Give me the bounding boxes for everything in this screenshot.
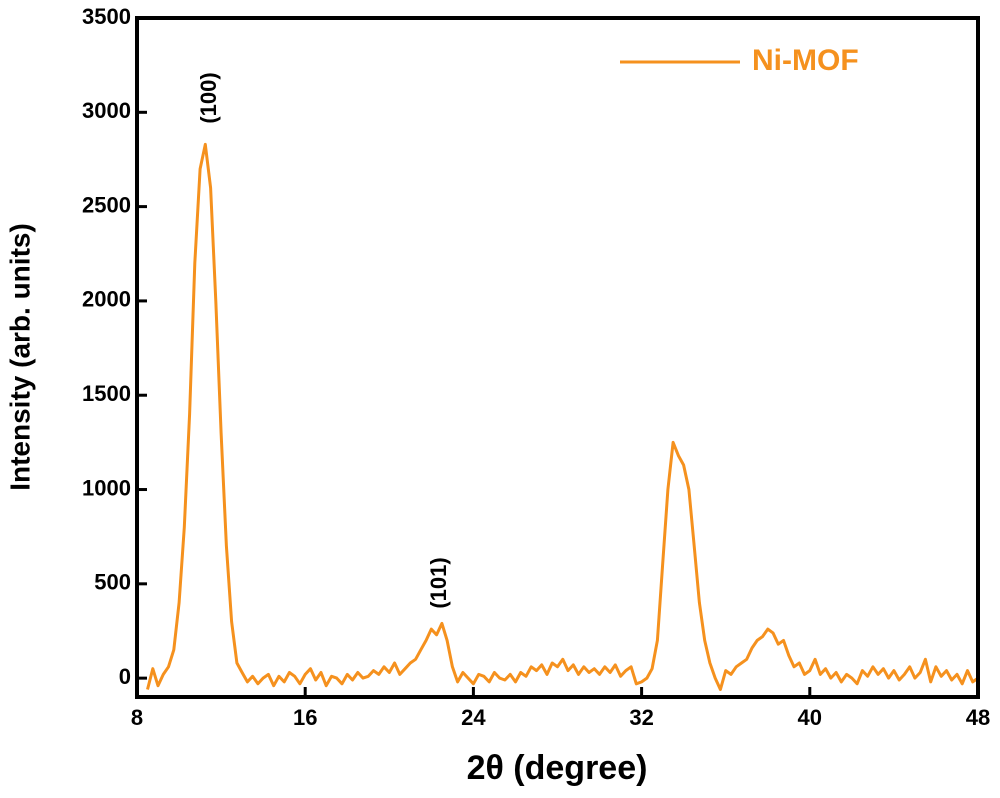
x-tick-label: 16 <box>293 705 317 730</box>
y-tick-label: 500 <box>94 570 131 595</box>
y-tick-label: 1000 <box>82 475 131 500</box>
y-tick-label: 3000 <box>82 98 131 123</box>
peak-annotation: (101) <box>426 557 451 608</box>
x-tick-label: 40 <box>798 705 822 730</box>
y-tick-label: 3500 <box>82 4 131 29</box>
x-tick-label: 32 <box>629 705 653 730</box>
plot-frame <box>135 16 980 699</box>
y-axis-label: Intensity (arb. units) <box>4 223 35 491</box>
data-line <box>146 142 979 691</box>
y-tick-label: 0 <box>119 664 131 689</box>
y-tick-label: 1500 <box>82 381 131 406</box>
x-tick-label: 24 <box>461 705 486 730</box>
legend-label: Ni-MOF <box>752 44 859 77</box>
y-tick-label: 2500 <box>82 192 131 217</box>
x-tick-label: 48 <box>966 705 990 730</box>
x-axis-label: 2θ (degree) <box>467 749 648 787</box>
y-tick-label: 2000 <box>82 287 131 312</box>
peak-annotation: (100) <box>196 72 221 123</box>
x-tick-label: 8 <box>131 705 143 730</box>
